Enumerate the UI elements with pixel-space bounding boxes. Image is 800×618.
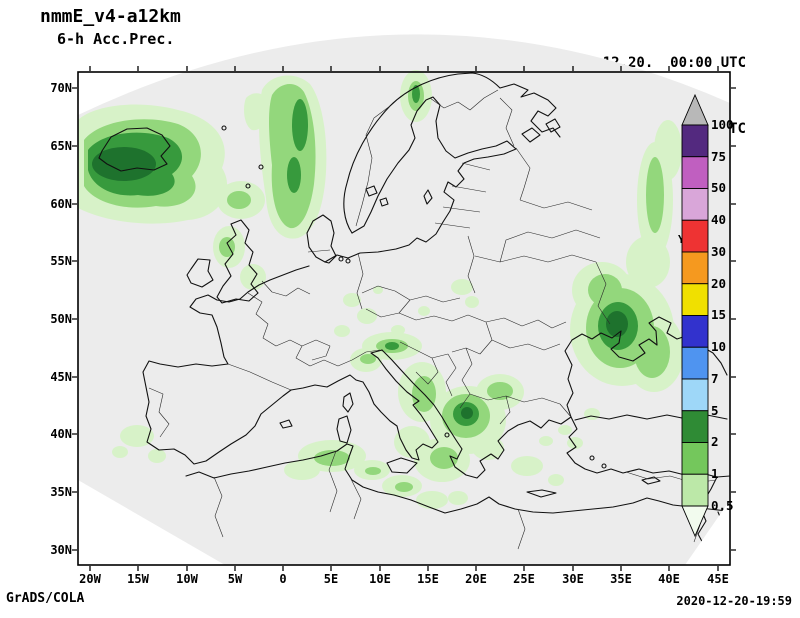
colorbar-segment	[681, 346, 709, 380]
colorbar-value: 5	[711, 403, 719, 418]
left-ticks	[72, 87, 77, 551]
colorbar-value: 30	[711, 244, 726, 259]
lon-tick-label: 5W	[228, 572, 243, 586]
colorbar-value: 15	[711, 307, 726, 322]
colorbar-segment	[681, 124, 709, 158]
precip-intense-shading	[92, 147, 628, 419]
top-ticks	[89, 66, 719, 71]
lon-tick-label: 40E	[658, 572, 680, 586]
colorbar-segment	[681, 410, 709, 443]
product-name: 6-h Acc.Prec.	[57, 30, 175, 48]
lat-tick-label: 40N	[50, 427, 72, 441]
lon-tick-label: 20E	[465, 572, 487, 586]
lon-tick-label: 30E	[562, 572, 584, 586]
lat-tick-label: 45N	[50, 370, 72, 384]
lon-tick-label: 45E	[707, 572, 729, 586]
lon-tick-label: 5E	[324, 572, 338, 586]
colorbar-value: 1	[711, 466, 719, 481]
lat-tick-label: 35N	[50, 485, 72, 499]
lat-tick-label: 60N	[50, 197, 72, 211]
grads-credit: GrADS/COLA	[6, 591, 85, 606]
colorbar-value: 20	[711, 276, 726, 291]
lon-tick-label: 25E	[513, 572, 535, 586]
colorbar-value: 75	[711, 149, 726, 164]
colorbar-segment	[681, 442, 709, 475]
colorbar-segment	[681, 283, 709, 316]
lat-tick-label: 50N	[50, 312, 72, 326]
colorbar-value: 40	[711, 212, 726, 227]
colorbar-segment	[681, 156, 709, 189]
colorbar-value: 10	[711, 339, 726, 354]
lat-axis-labels: 70N 65N 60N 55N 50N 45N 40N 35N 30N	[50, 81, 72, 557]
lat-tick-label: 70N	[50, 81, 72, 95]
bottom-ticks	[89, 566, 719, 571]
lon-tick-label: 20W	[79, 572, 101, 586]
lon-axis-labels: 20W 15W 10W 5W 0 5E 10E 15E 20E 25E 30E …	[79, 572, 729, 586]
lon-tick-label: 15E	[417, 572, 439, 586]
lon-tick-label: 15W	[127, 572, 149, 586]
colorbar-segment	[681, 251, 709, 285]
lat-tick-label: 55N	[50, 254, 72, 268]
colorbar-value: 100	[711, 117, 734, 132]
colorbar-segment	[681, 378, 709, 412]
colorbar-value: 2	[711, 434, 719, 449]
creation-timestamp: 2020-12-20-19:59	[676, 594, 792, 608]
colorbar-value: 50	[711, 180, 726, 195]
colorbar-segment	[681, 188, 709, 221]
model-name: nmmE_v4-a12km	[40, 6, 181, 27]
map-frame	[72, 66, 736, 571]
colorbar-segment	[681, 315, 709, 348]
lon-tick-label: 10W	[176, 572, 198, 586]
coastlines	[98, 72, 730, 555]
colorbar-segment	[681, 473, 709, 507]
country-borders	[148, 89, 717, 550]
lat-tick-label: 65N	[50, 139, 72, 153]
lon-tick-label: 35E	[610, 572, 632, 586]
overlay-mark: Y	[678, 233, 685, 246]
right-ticks	[731, 87, 736, 551]
colorbar-value: 0.5	[711, 498, 734, 513]
colorbar-value: 7	[711, 371, 719, 386]
colorbar-segment	[681, 219, 709, 253]
colorbar-bottom-arrow	[681, 505, 709, 538]
lon-tick-label: 0	[279, 572, 286, 586]
colorbar-legend: 100 75 50 40 30 20 15 10 7 5 2 1 0.5	[681, 93, 734, 538]
lat-tick-label: 30N	[50, 543, 72, 557]
lon-tick-label: 10E	[369, 572, 391, 586]
